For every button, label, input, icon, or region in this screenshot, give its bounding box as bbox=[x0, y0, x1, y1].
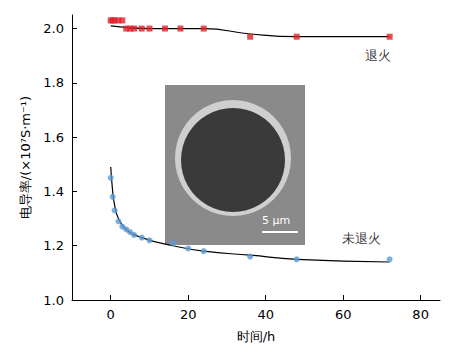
svg-text:退火: 退火 bbox=[365, 48, 391, 63]
svg-text:20: 20 bbox=[180, 307, 197, 322]
svg-text:80: 80 bbox=[412, 307, 429, 322]
svg-text:40: 40 bbox=[257, 307, 274, 322]
svg-text:1.8: 1.8 bbox=[43, 75, 64, 90]
svg-text:1.2: 1.2 bbox=[43, 238, 64, 253]
svg-text:0: 0 bbox=[107, 307, 115, 322]
svg-text:60: 60 bbox=[335, 307, 352, 322]
svg-text:1.4: 1.4 bbox=[43, 184, 64, 199]
svg-text:未退火: 未退火 bbox=[342, 231, 381, 246]
svg-text:1.0: 1.0 bbox=[43, 293, 64, 308]
svg-text:1.6: 1.6 bbox=[43, 130, 64, 145]
svg-text:时间/h: 时间/h bbox=[237, 329, 276, 344]
svg-text:2.0: 2.0 bbox=[43, 21, 64, 36]
svg-text:电导率/(×10⁷S·m⁻¹): 电导率/(×10⁷S·m⁻¹) bbox=[18, 96, 33, 219]
svg-text:5 μm: 5 μm bbox=[262, 214, 290, 227]
